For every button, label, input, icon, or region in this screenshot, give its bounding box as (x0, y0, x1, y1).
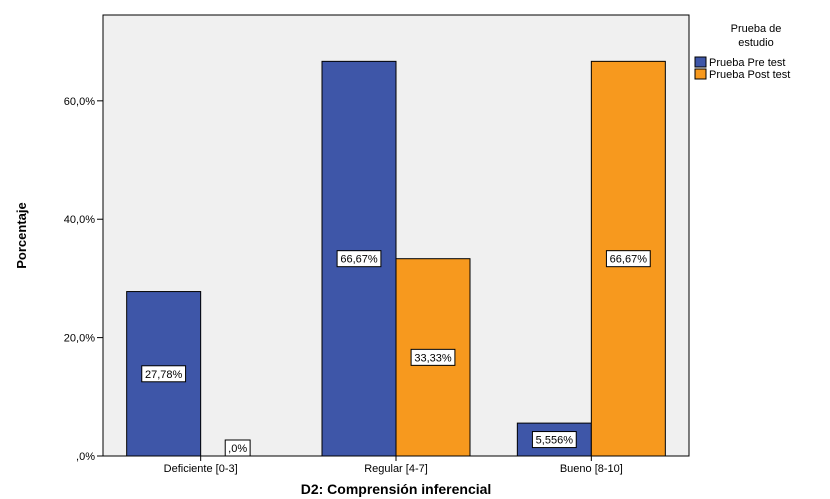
legend-swatch-post-test (694, 68, 707, 80)
data-label-box (336, 250, 382, 268)
x-axis-title: D2: Comprensión inferencial (301, 481, 492, 497)
y-axis: ,0% 20,0% 40,0% 60,0% (64, 96, 103, 463)
x-tick-label: Regular [4-7] (364, 463, 428, 475)
data-label: 66,67% (610, 254, 648, 266)
y-tick-label: 60,0% (64, 96, 95, 108)
legend-label-pre-test: Prueba Pre test (709, 57, 785, 69)
data-label: ,0% (228, 443, 247, 455)
y-tick-label: 20,0% (64, 333, 95, 345)
x-tick-label: Deficiente [0-3] (164, 463, 238, 475)
data-label-box (531, 431, 577, 449)
y-axis-title: Porcentaje (14, 202, 29, 268)
data-label-box (141, 365, 187, 383)
data-label-box (410, 348, 456, 366)
data-label: 27,78% (145, 369, 183, 381)
legend-title-line-2: estudio (738, 37, 773, 49)
data-label: 66,67% (340, 254, 378, 266)
legend-label-post-test: Prueba Post test (709, 69, 790, 81)
x-tick-label: Bueno [8-10] (560, 463, 623, 475)
data-label: 33,33% (414, 352, 452, 364)
data-label-box (224, 439, 251, 457)
y-tick-label: 40,0% (64, 214, 95, 226)
y-tick-label: ,0% (76, 451, 95, 463)
x-axis: Deficiente [0-3] Regular [4-7] Bueno [8-10… (164, 456, 623, 475)
legend: Prueba de estudio Prueba Pre test Prueba… (694, 23, 790, 81)
legend-swatch-pre-test (694, 56, 707, 68)
data-label-box (605, 250, 651, 268)
data-labels: 27,78% ,0% 66,67% 33,33% 5,556% 66,67% (141, 250, 651, 457)
data-label: 5,556% (536, 435, 574, 447)
legend-title-line-1: Prueba de (731, 23, 782, 35)
